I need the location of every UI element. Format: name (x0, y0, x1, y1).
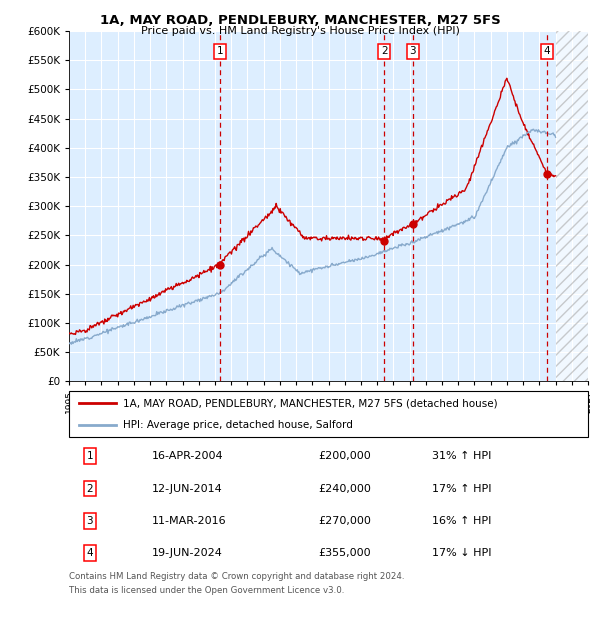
Text: £200,000: £200,000 (318, 451, 371, 461)
Text: 2: 2 (86, 484, 93, 494)
Text: 1A, MAY ROAD, PENDLEBURY, MANCHESTER, M27 5FS (detached house): 1A, MAY ROAD, PENDLEBURY, MANCHESTER, M2… (124, 398, 498, 408)
Text: 17% ↓ HPI: 17% ↓ HPI (432, 548, 492, 558)
Point (215, 260, 224, 270)
Bar (556, 31, 588, 381)
Text: 3: 3 (86, 516, 93, 526)
Text: 16-APR-2004: 16-APR-2004 (152, 451, 224, 461)
Text: 1: 1 (86, 451, 93, 461)
Text: 1: 1 (217, 46, 223, 56)
Text: HPI: Average price, detached house, Salford: HPI: Average price, detached house, Salf… (124, 420, 353, 430)
Text: Price paid vs. HM Land Registry's House Price Index (HPI): Price paid vs. HM Land Registry's House … (140, 26, 460, 36)
Point (408, 219, 418, 229)
Text: 4: 4 (86, 548, 93, 558)
Text: 16% ↑ HPI: 16% ↑ HPI (432, 516, 491, 526)
Text: 4: 4 (544, 46, 550, 56)
Text: £240,000: £240,000 (318, 484, 371, 494)
Text: 11-MAR-2016: 11-MAR-2016 (152, 516, 227, 526)
Text: 12-JUN-2014: 12-JUN-2014 (152, 484, 223, 494)
Text: 3: 3 (409, 46, 416, 56)
Text: Contains HM Land Registry data © Crown copyright and database right 2024.: Contains HM Land Registry data © Crown c… (69, 572, 404, 582)
Text: 17% ↑ HPI: 17% ↑ HPI (432, 484, 492, 494)
Text: 1A, MAY ROAD, PENDLEBURY, MANCHESTER, M27 5FS: 1A, MAY ROAD, PENDLEBURY, MANCHESTER, M2… (100, 14, 500, 27)
Text: This data is licensed under the Open Government Licence v3.0.: This data is licensed under the Open Gov… (69, 586, 344, 595)
Text: 31% ↑ HPI: 31% ↑ HPI (432, 451, 491, 461)
Point (379, 236, 389, 246)
Text: £355,000: £355,000 (318, 548, 371, 558)
Text: 19-JUN-2024: 19-JUN-2024 (152, 548, 223, 558)
Text: 2: 2 (381, 46, 388, 56)
Text: £270,000: £270,000 (318, 516, 371, 526)
Point (542, 169, 551, 179)
